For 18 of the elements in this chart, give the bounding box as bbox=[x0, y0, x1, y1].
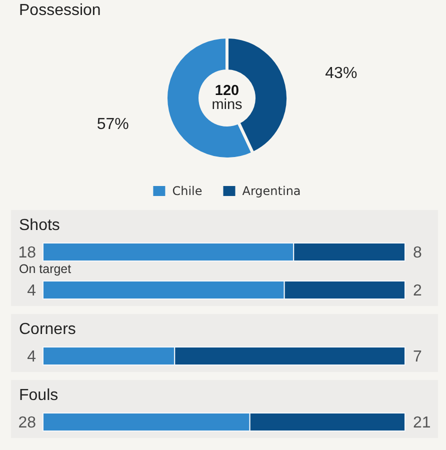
chart-title: Possession bbox=[19, 2, 101, 19]
data-label: 4 bbox=[27, 348, 36, 366]
chart-title: Fouls bbox=[19, 387, 58, 404]
data-label: 28 bbox=[18, 414, 36, 432]
legend-label: Chile bbox=[172, 184, 202, 198]
text: 120 mins bbox=[212, 83, 242, 113]
data-label: 7 bbox=[413, 348, 422, 366]
data-label: 18 bbox=[18, 244, 36, 262]
data-label: 4 bbox=[27, 282, 36, 300]
chart-title: Shots bbox=[19, 217, 60, 234]
data-label: 21 bbox=[413, 414, 431, 432]
data-label: 2 bbox=[413, 282, 422, 300]
chart-subtitle: On target bbox=[19, 262, 72, 276]
data-label: 43% bbox=[325, 65, 358, 82]
data-label: 8 bbox=[413, 244, 422, 262]
chart-title: Corners bbox=[19, 321, 76, 338]
data-label: 57% bbox=[96, 116, 129, 134]
legend-label: Argentina bbox=[242, 184, 301, 198]
